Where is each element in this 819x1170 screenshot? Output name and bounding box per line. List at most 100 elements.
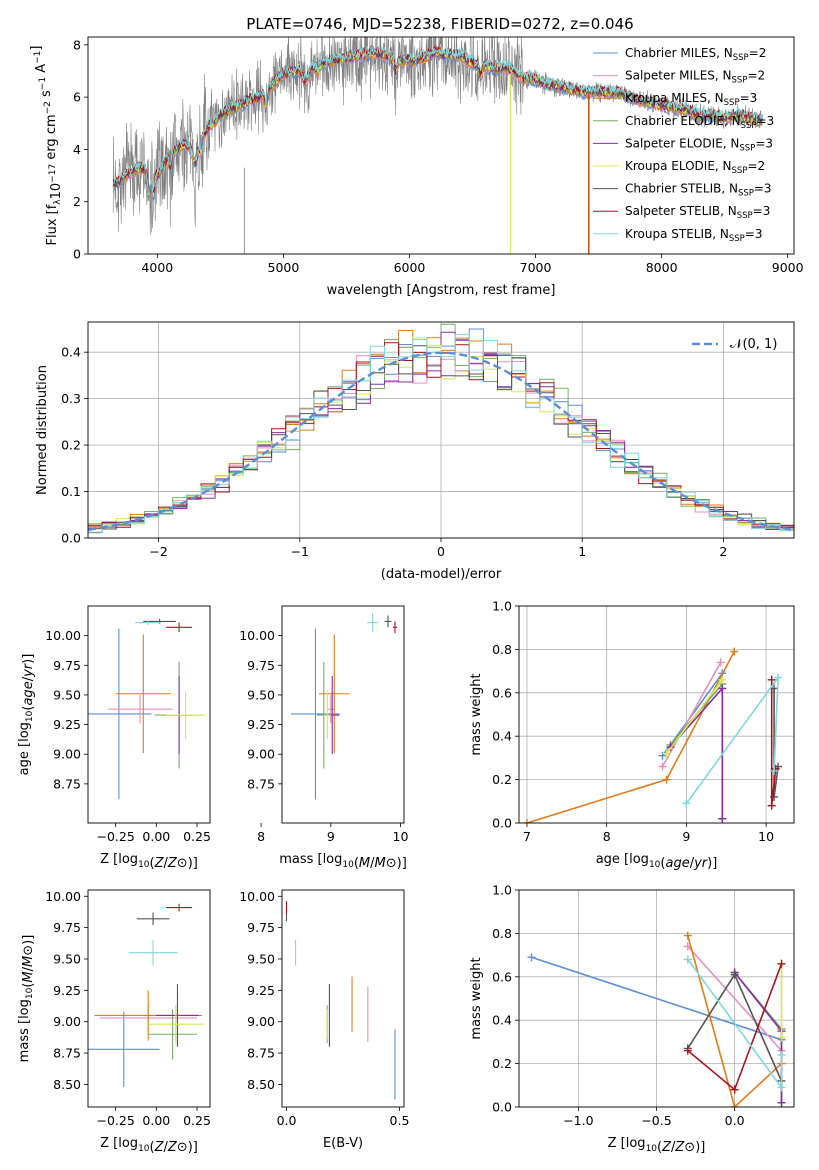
legend-name: Salpeter MILES, N (625, 69, 732, 83)
y-tick-label: 9.25 (53, 717, 81, 732)
x-tick-label: 6000 (394, 260, 426, 275)
x-tick-label: −0.25 (96, 1113, 134, 1128)
weight-marker-kroupa_stelib (770, 766, 779, 775)
label-part: 10 (49, 183, 64, 200)
legend-nssp: =3 (753, 204, 771, 218)
y-tick-label: 0.8 (492, 926, 512, 941)
x-tick-label: −2 (149, 544, 167, 559)
label-part: g (673, 856, 681, 871)
x-tick-label: 5000 (268, 260, 300, 275)
x-tick-label: 0.00 (142, 829, 170, 844)
plot-area-age_vs_Z (88, 619, 206, 800)
label-part: λ (53, 199, 63, 205)
label-part: )] (188, 1140, 198, 1155)
x-axis-label: mass [log10(M/M⊙)] (279, 852, 407, 871)
label-part: Z [log (608, 1136, 646, 1151)
weight-marker-chabrier_miles (527, 953, 536, 962)
legend-nssp: =2 (747, 69, 765, 83)
weight-marker-salpeter_elodie (718, 814, 727, 823)
label-part: 10 (138, 860, 150, 870)
y-tick-label: 0.1 (61, 484, 81, 499)
axes-frame (518, 889, 795, 1108)
x-tick-label: 0.25 (183, 829, 211, 844)
label-part: Z [log (100, 1136, 138, 1151)
x-tick-label: 1 (578, 544, 586, 559)
weight-line-kroupa_stelib (685, 674, 780, 804)
legend-sub: SSP (732, 76, 748, 86)
plot-area-residuals (88, 323, 794, 534)
x-axis-label: E(B-V) (323, 1136, 363, 1151)
weight-marker-salpeter_stelib (777, 959, 786, 968)
label-part: ⊙ (177, 1140, 188, 1155)
label-part: / (164, 856, 169, 871)
label-part: mass [log (279, 852, 342, 867)
weight-marker-kroupa_stelib (683, 955, 692, 964)
weight-line-kroupa_elodie (665, 679, 723, 755)
y-tick-label: 0.0 (492, 1100, 512, 1115)
legend-nssp: =2 (747, 159, 765, 173)
y-tick-label: 4 (73, 142, 81, 157)
label-part: y (21, 669, 36, 678)
weight-marker-kroupa_elodie (662, 749, 671, 758)
legend-name: Chabrier ELODIE, N (625, 114, 741, 128)
label-part: e (21, 681, 36, 689)
x-tick-label: 0.25 (183, 1113, 211, 1128)
label-part: ] (29, 46, 44, 51)
legend-label-kroupa_stelib: Kroupa STELIB, NSSP=3 (625, 227, 763, 244)
legend-sub: SSP (737, 211, 753, 221)
label-part: M (375, 856, 386, 871)
label-part: ( (21, 983, 36, 988)
label-part: g (21, 689, 36, 697)
y-tick-label: 9.25 (247, 717, 275, 732)
y-tick-label: 9.50 (247, 687, 275, 702)
legend-name: Kroupa MILES, N (625, 91, 724, 105)
axes-mass_vs_Z: −0.25 0.00 0.25 8.50 8.75 9.00 9.25 9.50 9.75 10.… (17, 889, 211, 1155)
weight-marker-salpeter_miles (658, 762, 667, 771)
histogram-salpeter_stelib (88, 342, 794, 534)
label-part: Z (167, 1140, 178, 1155)
label-part: )] (695, 1140, 705, 1155)
label-part: / (21, 966, 36, 971)
label-part: / (370, 856, 375, 871)
legend-label-salpeter_stelib: Salpeter STELIB, NSSP=3 (625, 204, 770, 221)
weight-marker-kroupa_miles (730, 1103, 739, 1107)
x-tick-label: 9000 (772, 260, 804, 275)
axes-spectrum: 4000 5000 6000 7000 8000 9000 0 2 4 6 8 Chabrier MI… (29, 36, 804, 298)
weight-marker-kroupa_miles (730, 647, 739, 656)
x-tick-label: −1 (291, 544, 309, 559)
label-part: mass [log (17, 999, 32, 1062)
axes-frame (281, 889, 405, 1108)
weight-marker-kroupa_stelib (774, 673, 783, 682)
label-part: ⊙ (386, 856, 397, 871)
weight-line-salpeter_miles (687, 945, 783, 1052)
axes-frame (87, 605, 211, 824)
axes-frame (518, 605, 795, 824)
legend-nssp: =2 (749, 46, 767, 60)
weight-marker-kroupa_miles (683, 931, 692, 940)
weight-marker-salpeter_elodie (718, 684, 727, 693)
weight-marker-salpeter_stelib (767, 675, 776, 684)
legend-name: Kroupa STELIB, N (625, 227, 729, 241)
gaussian-curve (88, 351, 794, 532)
legend-name: Chabrier MILES, N (625, 46, 733, 60)
y-tick-label: 0.6 (492, 685, 512, 700)
x-axis-label: Z [log10(Z/Z⊙)] (100, 1136, 198, 1155)
y-tick-label: 9.75 (53, 658, 81, 673)
label-part: ( (354, 856, 359, 871)
x-tick-label: 2 (719, 544, 727, 559)
y-tick-label: 8.75 (247, 1046, 275, 1061)
y-tick-label: 8.75 (53, 776, 81, 791)
x-tick-label: 9 (327, 829, 335, 844)
axes-frame (87, 321, 795, 539)
weight-marker-salpeter_stelib (730, 1085, 739, 1094)
label-part: ( (150, 856, 155, 871)
plot-area-spectrum (112, 37, 763, 254)
legend-sub: SSP (724, 98, 740, 108)
y-tick-label: 9.75 (53, 920, 81, 935)
y-tick-label: 9.75 (247, 920, 275, 935)
label-part: −2 (43, 101, 53, 114)
y-tick-label: 0.8 (492, 642, 512, 657)
model-spectrum-kroupa_stelib (113, 45, 763, 197)
label-part: 10 (649, 860, 661, 870)
label-part: )] (397, 856, 407, 871)
